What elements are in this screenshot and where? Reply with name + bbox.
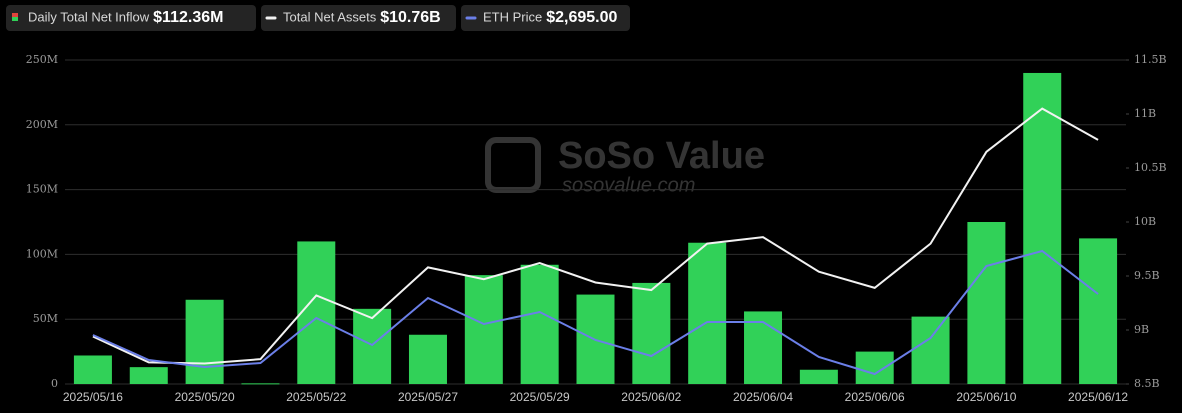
bar xyxy=(464,275,503,384)
line xyxy=(92,107,1099,365)
x-tick-label: 2025/06/06 xyxy=(845,390,905,404)
legend-value: $112.36M xyxy=(153,9,223,26)
legend-label: Total Net Assets xyxy=(283,9,377,24)
legend-icon xyxy=(12,17,18,21)
watermark-text: SoSo Value xyxy=(558,135,765,177)
y-tick-label: 50M xyxy=(33,312,58,325)
x-tick-label: 2025/05/27 xyxy=(398,390,458,404)
bar xyxy=(911,316,950,384)
y-tick-label: 250M xyxy=(26,53,58,66)
y2-tick-label: 11.5B xyxy=(1134,53,1167,66)
x-tick-label: 2025/06/04 xyxy=(733,390,793,404)
legend-value: $10.76B xyxy=(380,9,441,26)
y2-tick-label: 11B xyxy=(1134,107,1156,120)
x-tick-label: 2025/06/12 xyxy=(1068,390,1128,404)
legend-item: Daily Total Net Inflow $112.36M xyxy=(6,5,256,31)
watermark-logo xyxy=(485,137,541,193)
x-tick-label: 2025/05/20 xyxy=(175,390,235,404)
legend-item: ETH Price $2,695.00 xyxy=(461,5,630,31)
x-tick-label: 2025/05/22 xyxy=(286,390,346,404)
legend-icon xyxy=(12,13,18,17)
y2-tick-label: 9.5B xyxy=(1134,269,1160,282)
bar xyxy=(241,383,280,385)
x-tick-label: 2025/05/29 xyxy=(510,390,570,404)
bar xyxy=(185,299,224,384)
y-tick-label: 200M xyxy=(26,118,58,131)
y2-tick-label: 9B xyxy=(1134,323,1149,336)
y-tick-label: 100M xyxy=(26,247,58,260)
x-tick-label: 2025/05/16 xyxy=(63,390,123,404)
legend-item: Total Net Assets $10.76B xyxy=(261,5,456,31)
legend-box xyxy=(461,5,630,31)
watermark-subtext: sosovalue.com xyxy=(562,174,695,196)
legend-box xyxy=(6,5,256,31)
bar xyxy=(1079,238,1118,384)
y2-tick-label: 8.5B xyxy=(1134,377,1160,390)
legend-value: $2,695.00 xyxy=(546,9,617,26)
bar xyxy=(408,334,447,384)
bar xyxy=(799,369,838,384)
watermark: SoSo Value sosovalue.com xyxy=(485,135,765,196)
bar xyxy=(520,264,559,384)
bar xyxy=(129,367,168,384)
bar xyxy=(73,355,112,384)
legend-label: Daily Total Net Inflow xyxy=(28,9,150,24)
bar xyxy=(353,308,392,384)
bar xyxy=(632,282,671,384)
x-tick-label: 2025/06/10 xyxy=(956,390,1016,404)
bar xyxy=(855,351,894,384)
bar xyxy=(967,222,1006,384)
y-tick-label: 150M xyxy=(26,183,58,196)
bar xyxy=(1023,72,1062,385)
y-tick-label: 0 xyxy=(51,377,58,390)
bar xyxy=(297,241,336,384)
legend-label: ETH Price xyxy=(483,9,542,24)
legend-box xyxy=(261,5,456,31)
x-tick-label: 2025/06/02 xyxy=(621,390,681,404)
y2-tick-label: 10B xyxy=(1134,215,1156,228)
y2-tick-label: 10.5B xyxy=(1134,161,1167,174)
bar xyxy=(744,311,783,384)
bar xyxy=(688,242,727,384)
line xyxy=(92,249,1099,376)
